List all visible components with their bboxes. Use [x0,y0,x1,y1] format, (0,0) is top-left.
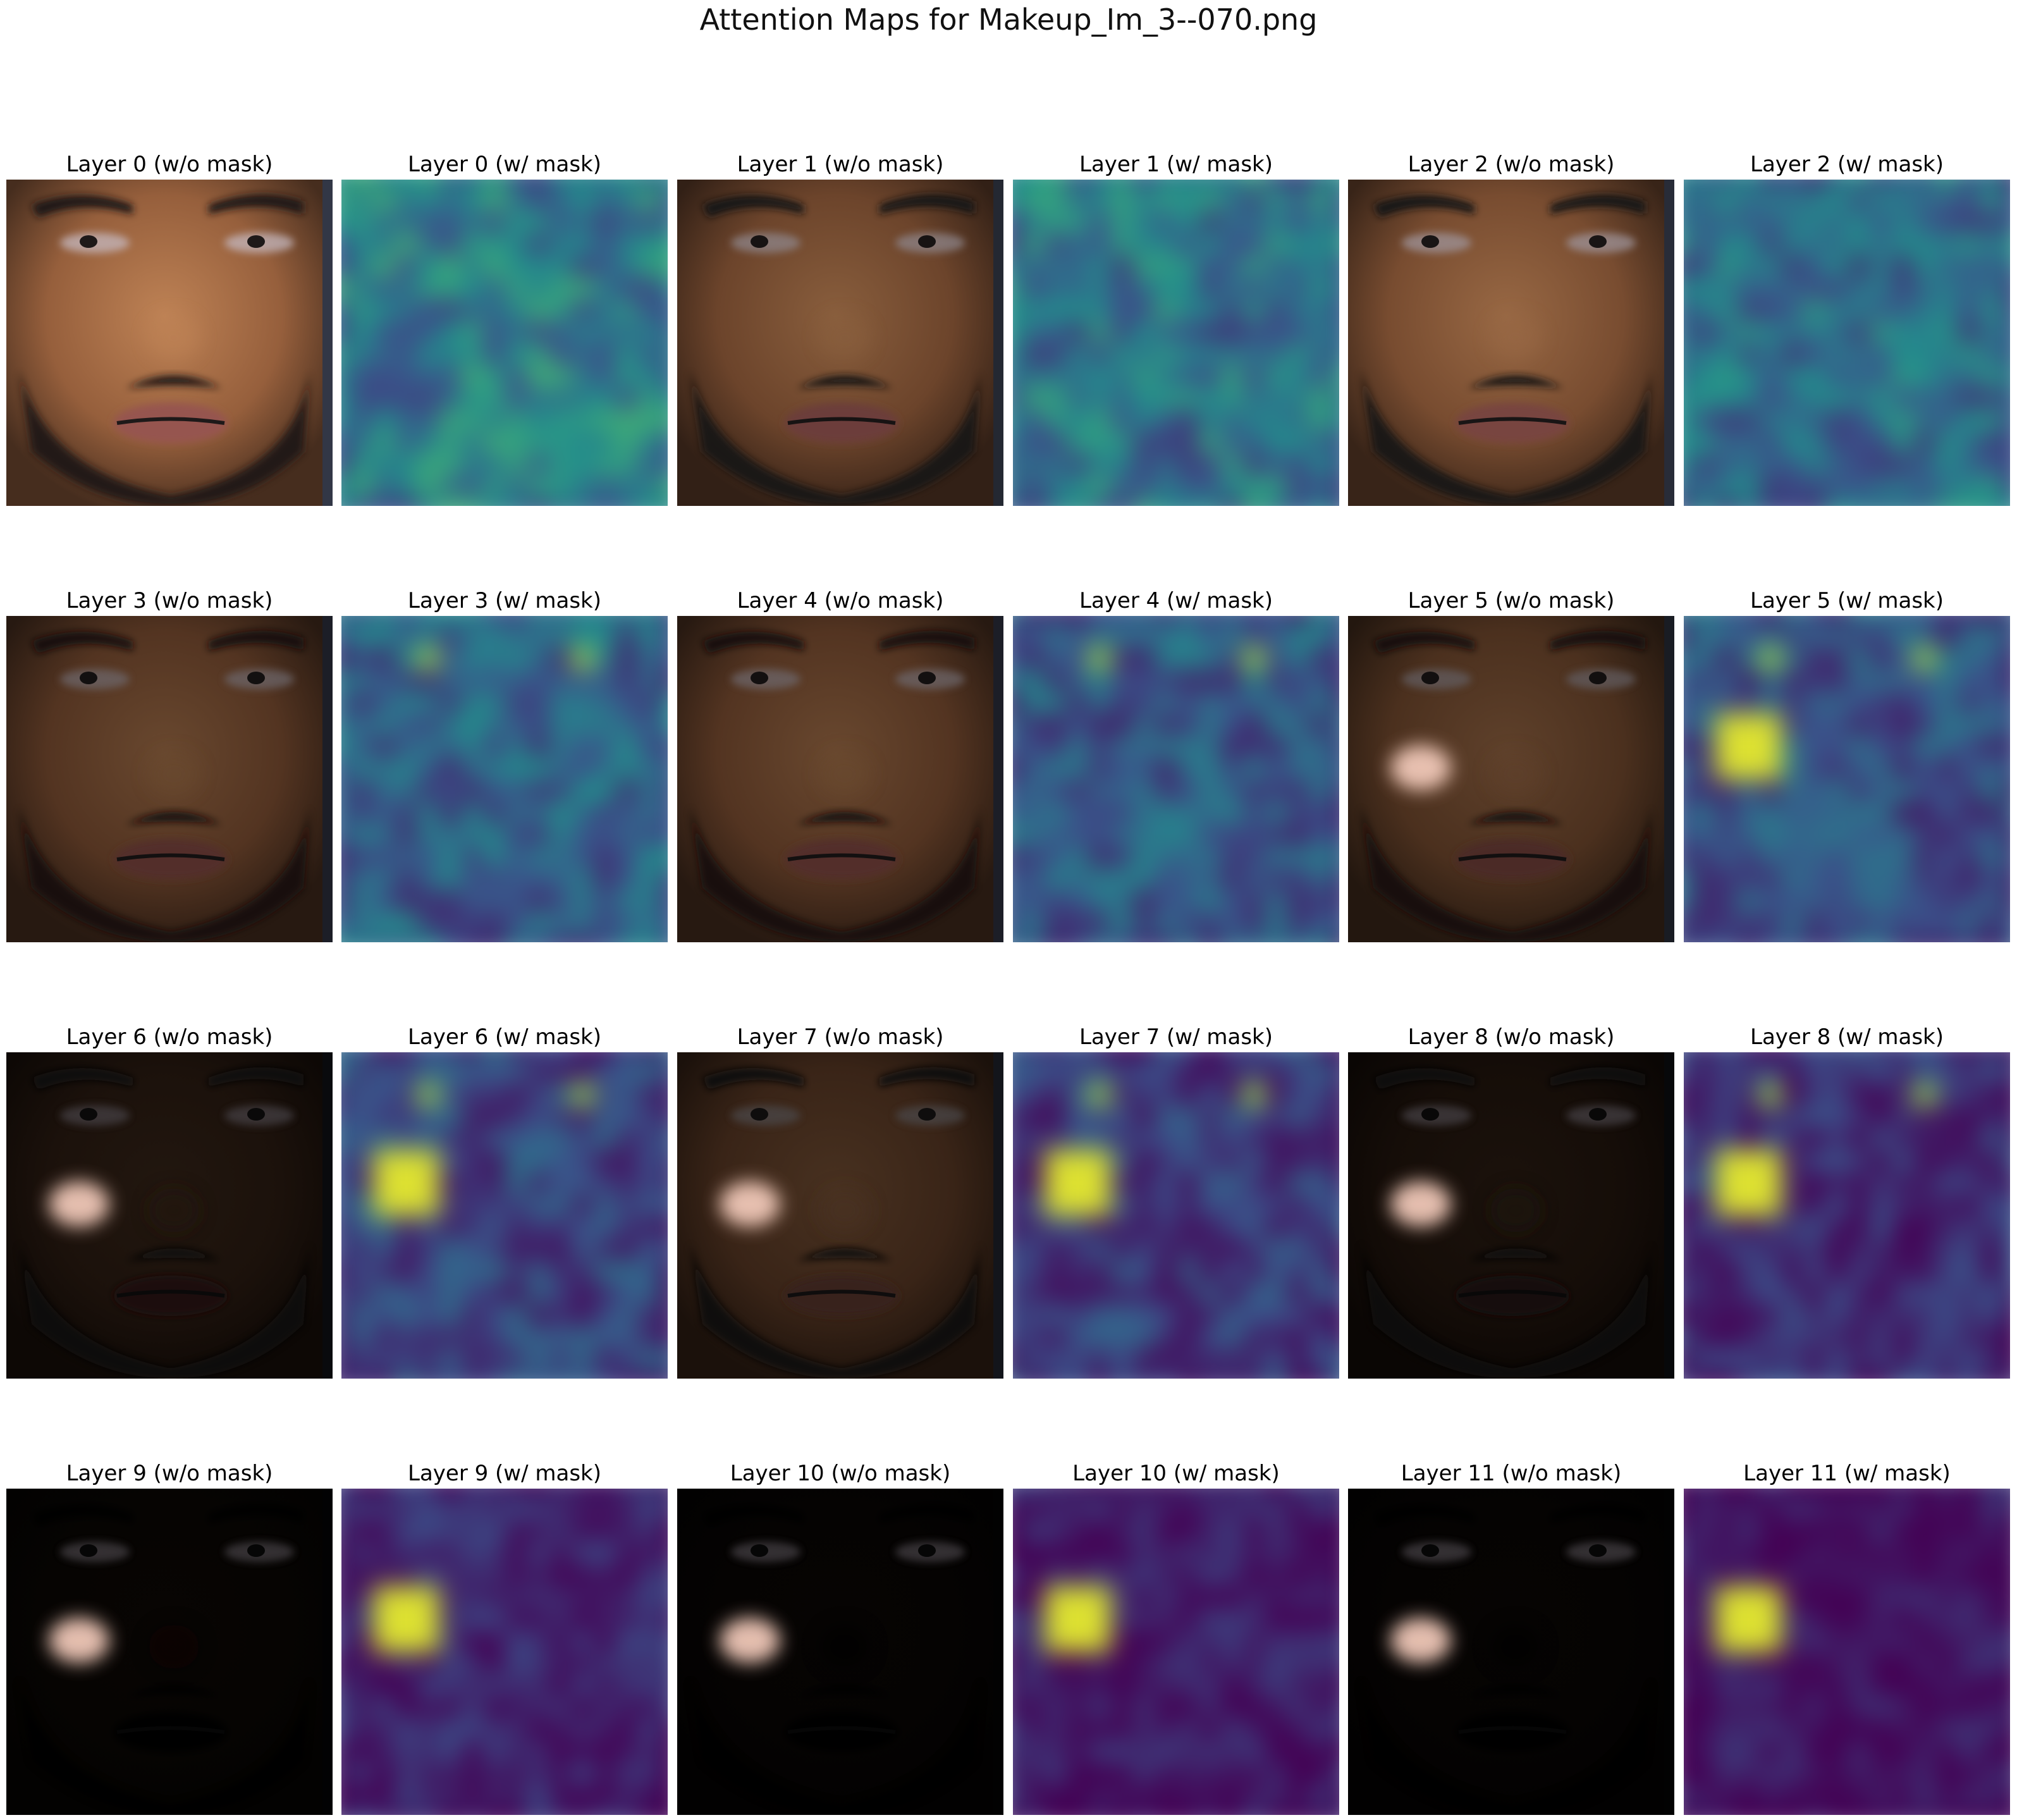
panel-title: Layer 3 (w/o mask) [66,588,273,613]
attention-heatmap [1013,180,1339,506]
heatmap-canvas [1684,1052,2010,1379]
panel-title: Layer 11 (w/ mask) [1743,1461,1951,1486]
attention-heatmap [1684,616,2010,942]
panel-title: Layer 7 (w/o mask) [737,1024,944,1050]
panel-title: Layer 7 (w/ mask) [1079,1024,1273,1050]
face-overlay-image [6,180,333,506]
panel-cell: Layer 11 (w/o mask) [1348,1461,1674,1815]
panel-cell: Layer 9 (w/o mask) [6,1461,333,1815]
panel-cell: Layer 7 (w/o mask) [677,1024,1003,1379]
panel-title: Layer 9 (w/ mask) [408,1461,601,1486]
panel-cell: Layer 2 (w/ mask) [1684,152,2010,506]
panel-title: Layer 4 (w/o mask) [737,588,944,613]
panel-cell: Layer 6 (w/o mask) [6,1024,333,1379]
panel-title: Layer 10 (w/o mask) [730,1461,951,1486]
panel-cell: Layer 1 (w/ mask) [1013,152,1339,506]
panel-cell: Layer 8 (w/o mask) [1348,1024,1674,1379]
panel-cell: Layer 0 (w/ mask) [341,152,668,506]
heatmap-canvas [1013,1052,1339,1379]
panel-title: Layer 9 (w/o mask) [66,1461,273,1486]
panel-cell: Layer 7 (w/ mask) [1013,1024,1339,1379]
attention-heatmap [341,180,668,506]
panel-cell: Layer 6 (w/ mask) [341,1024,668,1379]
heatmap-canvas [1013,616,1339,942]
attention-heatmap [341,1052,668,1379]
panel-cell: Layer 9 (w/ mask) [341,1461,668,1815]
face-overlay-image [6,1052,333,1379]
face-overlay-image [6,616,333,942]
attention-heatmap [1013,1489,1339,1815]
panel-title: Layer 6 (w/o mask) [66,1024,273,1050]
panel-cell: Layer 1 (w/o mask) [677,152,1003,506]
panel-title: Layer 1 (w/ mask) [1079,152,1273,177]
panel-title: Layer 5 (w/ mask) [1750,588,1944,613]
panel-title: Layer 1 (w/o mask) [737,152,944,177]
panel-cell: Layer 2 (w/o mask) [1348,152,1674,506]
heatmap-canvas [1684,180,2010,506]
panel-cell: Layer 0 (w/o mask) [6,152,333,506]
panel-title: Layer 4 (w/ mask) [1079,588,1273,613]
panel-cell: Layer 3 (w/o mask) [6,588,333,942]
heatmap-canvas [1684,1489,2010,1815]
face-overlay-image [677,180,1003,506]
panel-cell: Layer 3 (w/ mask) [341,588,668,942]
panel-cell: Layer 10 (w/o mask) [677,1461,1003,1815]
panel-title: Layer 0 (w/ mask) [408,152,601,177]
panel-title: Layer 6 (w/ mask) [408,1024,601,1050]
face-overlay-image [1348,1052,1674,1379]
panel-title: Layer 10 (w/ mask) [1072,1461,1280,1486]
panel-title: Layer 3 (w/ mask) [408,588,601,613]
heatmap-canvas [1013,180,1339,506]
heatmap-canvas [341,1052,668,1379]
heatmap-canvas [341,180,668,506]
face-overlay-image [677,1489,1003,1815]
panel-cell: Layer 10 (w/ mask) [1013,1461,1339,1815]
face-overlay-image [1348,1489,1674,1815]
heatmap-canvas [1684,616,2010,942]
panel-title: Layer 2 (w/ mask) [1750,152,1944,177]
panel-title: Layer 0 (w/o mask) [66,152,273,177]
face-overlay-image [1348,616,1674,942]
panel-title: Layer 8 (w/o mask) [1407,1024,1615,1050]
face-overlay-image [1348,180,1674,506]
heatmap-canvas [1013,1489,1339,1815]
attention-heatmap [1013,1052,1339,1379]
attention-heatmap [341,616,668,942]
panel-cell: Layer 5 (w/o mask) [1348,588,1674,942]
attention-heatmap [341,1489,668,1815]
panel-title: Layer 2 (w/o mask) [1407,152,1615,177]
heatmap-canvas [341,616,668,942]
attention-heatmap [1013,616,1339,942]
attention-heatmap [1684,180,2010,506]
panel-title: Layer 5 (w/o mask) [1407,588,1615,613]
panel-title: Layer 8 (w/ mask) [1750,1024,1944,1050]
panel-cell: Layer 5 (w/ mask) [1684,588,2010,942]
panel-cell: Layer 11 (w/ mask) [1684,1461,2010,1815]
panel-cell: Layer 4 (w/ mask) [1013,588,1339,942]
attention-heatmap [1684,1052,2010,1379]
face-overlay-image [677,616,1003,942]
figure-title: Attention Maps for Makeup_Im_3--070.png [699,3,1318,37]
attention-heatmap [1684,1489,2010,1815]
heatmap-canvas [341,1489,668,1815]
panel-title: Layer 11 (w/o mask) [1401,1461,1622,1486]
face-overlay-image [6,1489,333,1815]
panel-cell: Layer 8 (w/ mask) [1684,1024,2010,1379]
panel-cell: Layer 4 (w/o mask) [677,588,1003,942]
face-overlay-image [677,1052,1003,1379]
